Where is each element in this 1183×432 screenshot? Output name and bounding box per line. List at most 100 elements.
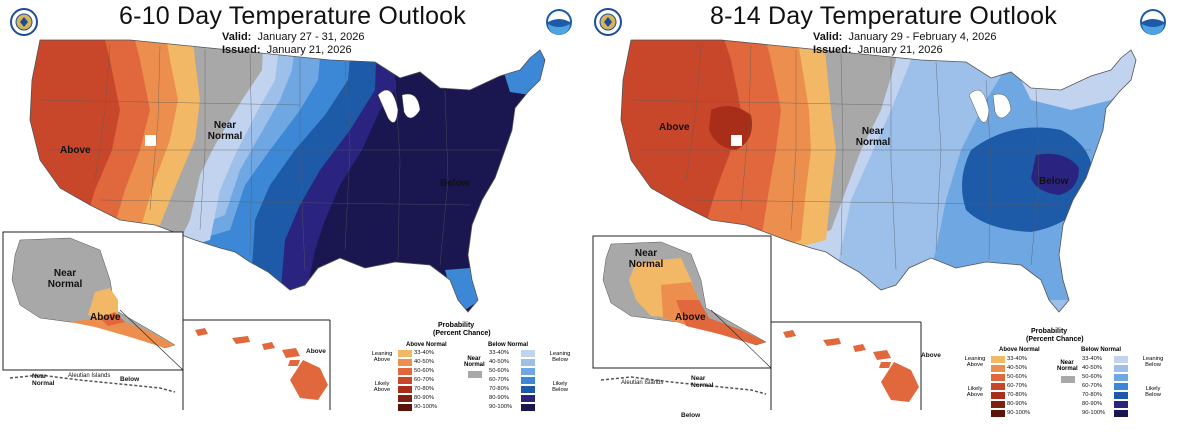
legend-subtitle: (Percent Chance) xyxy=(433,330,491,337)
legend-swatch-below-4 xyxy=(521,386,535,393)
valid-label: Valid: xyxy=(813,31,843,43)
legend-range-above-4: 70-80% xyxy=(414,386,434,392)
legend-swatch-above-2 xyxy=(398,368,412,375)
label-below: Below xyxy=(440,178,470,189)
legend-near-swatch xyxy=(468,371,482,378)
label-alaska-near-normal: Near Normal xyxy=(628,248,664,270)
legend-likely-below: Likely Below xyxy=(552,381,568,393)
legend-likely-above: Likely Above xyxy=(373,381,391,393)
legend-leaning-below: Leaning Below xyxy=(1142,356,1164,368)
legend-swatch-below-6 xyxy=(1114,410,1128,417)
legend-swatch-below-3 xyxy=(521,377,535,384)
legend-range-below-4: 70-80% xyxy=(1082,392,1102,398)
doc-seal-icon xyxy=(10,8,38,36)
legend-above-header: Above Normal xyxy=(406,342,447,348)
noaa-logo-icon xyxy=(546,9,572,35)
label-aleutian-near-normal: Near Normal xyxy=(691,375,714,389)
legend-range-above-3: 60-70% xyxy=(414,377,434,383)
legend-range-below-3: 60-70% xyxy=(489,377,509,383)
legend-swatch-below-5 xyxy=(521,395,535,402)
probability-legend: Probability (Percent Chance) Above Norma… xyxy=(368,320,583,432)
label-near-normal: Near Normal xyxy=(855,126,891,148)
legend-swatch-above-4 xyxy=(991,392,1005,399)
label-aleutian-islands: Aleutian Islands xyxy=(621,380,664,386)
valid-label: Valid: xyxy=(222,31,252,43)
legend-range-above-1: 40-50% xyxy=(414,359,434,365)
legend-likely-below: Likely Below xyxy=(1145,386,1161,398)
panel-divider xyxy=(585,0,591,432)
legend-range-below-5: 80-90% xyxy=(1082,401,1102,407)
legend-swatch-below-2 xyxy=(1114,374,1128,381)
issued-value: January 21, 2026 xyxy=(266,43,352,56)
legend-swatch-above-4 xyxy=(398,386,412,393)
doc-seal-icon xyxy=(594,8,622,36)
label-aleutian-islands: Aleutian Islands xyxy=(68,373,111,379)
legend-likely-above: Likely Above xyxy=(966,386,984,398)
outlook-map-8-14 xyxy=(592,39,1137,410)
label-aleutian-below: Below xyxy=(681,412,701,419)
label-alaska-above: Above xyxy=(90,312,121,323)
legend-swatch-above-0 xyxy=(991,356,1005,363)
legend-above-header: Above Normal xyxy=(999,347,1040,353)
outlook-panel-6-10: 6-10 Day Temperature Outlook Valid: Janu… xyxy=(0,0,585,432)
legend-swatch-above-1 xyxy=(398,359,412,366)
legend-range-above-3: 60-70% xyxy=(1007,383,1027,389)
legend-swatch-below-5 xyxy=(1114,401,1128,408)
legend-range-above-6: 90-100% xyxy=(414,404,438,410)
label-above: Above xyxy=(60,145,91,156)
legend-range-below-3: 60-70% xyxy=(1082,383,1102,389)
valid-value: January 29 - February 4, 2026 xyxy=(848,31,997,43)
issued-label: Issued: xyxy=(813,43,852,56)
legend-swatch-above-1 xyxy=(991,365,1005,372)
legend-near-header: Near Normal xyxy=(1057,360,1078,372)
legend-range-below-6: 90-100% xyxy=(489,404,513,410)
label-alaska-near-normal: Near Normal xyxy=(47,268,83,290)
legend-swatch-above-6 xyxy=(398,404,412,411)
legend-swatch-above-5 xyxy=(398,395,412,402)
label-hawaii-above: Above xyxy=(921,352,941,359)
label-aleutian-near-normal: Near Normal xyxy=(32,373,55,387)
legend-range-above-1: 40-50% xyxy=(1007,365,1027,371)
legend-range-above-6: 90-100% xyxy=(1007,410,1031,416)
legend-swatch-below-4 xyxy=(1114,392,1128,399)
label-alaska-above: Above xyxy=(675,312,706,323)
legend-subtitle: (Percent Chance) xyxy=(1026,336,1084,343)
legend-range-below-2: 50-60% xyxy=(1082,374,1102,380)
noaa-logo-icon xyxy=(1140,9,1166,35)
legend-range-above-4: 70-80% xyxy=(1007,392,1027,398)
legend-range-above-5: 80-90% xyxy=(1007,401,1027,407)
probability-legend: Probability (Percent Chance) Above Norma… xyxy=(961,326,1174,432)
legend-range-below-0: 33-40% xyxy=(489,350,509,356)
legend-swatch-below-1 xyxy=(1114,365,1128,372)
legend-leaning-below: Leaning Below xyxy=(549,351,571,363)
outlook-map-6-10 xyxy=(2,39,546,410)
issued-value: January 21, 2026 xyxy=(857,43,943,56)
legend-range-above-2: 50-60% xyxy=(1007,374,1027,380)
legend-title: Probability xyxy=(1031,328,1068,335)
legend-swatch-above-2 xyxy=(991,374,1005,381)
legend-swatch-below-0 xyxy=(521,350,535,357)
label-above: Above xyxy=(659,122,690,133)
label-below: Below xyxy=(1039,176,1069,187)
dates-block: Valid: January 29 - February 4, 2026 Iss… xyxy=(813,31,996,56)
legend-title: Probability xyxy=(438,322,475,329)
legend-range-above-5: 80-90% xyxy=(414,395,434,401)
legend-below-header: Below Normal xyxy=(488,342,529,348)
dates-block: Valid: January 27 - 31, 2026 Issued: Jan… xyxy=(222,31,365,56)
legend-range-above-2: 50-60% xyxy=(414,368,434,374)
legend-leaning-above: Leaning Above xyxy=(964,356,986,368)
label-near-normal: Near Normal xyxy=(207,120,243,142)
legend-swatch-below-2 xyxy=(521,368,535,375)
legend-swatch-above-0 xyxy=(398,350,412,357)
panel-title: 8-14 Day Temperature Outlook xyxy=(710,2,1057,30)
legend-swatch-below-0 xyxy=(1114,356,1128,363)
legend-range-below-1: 40-50% xyxy=(1082,365,1102,371)
legend-range-below-6: 90-100% xyxy=(1082,410,1106,416)
legend-swatch-above-3 xyxy=(398,377,412,384)
legend-range-below-4: 70-80% xyxy=(489,386,509,392)
legend-swatch-above-5 xyxy=(991,401,1005,408)
outlook-panel-8-14: 8-14 Day Temperature Outlook Valid: Janu… xyxy=(591,0,1176,432)
legend-swatch-below-3 xyxy=(1114,383,1128,390)
legend-leaning-above: Leaning Above xyxy=(371,351,393,363)
legend-range-above-0: 33-40% xyxy=(414,350,434,356)
